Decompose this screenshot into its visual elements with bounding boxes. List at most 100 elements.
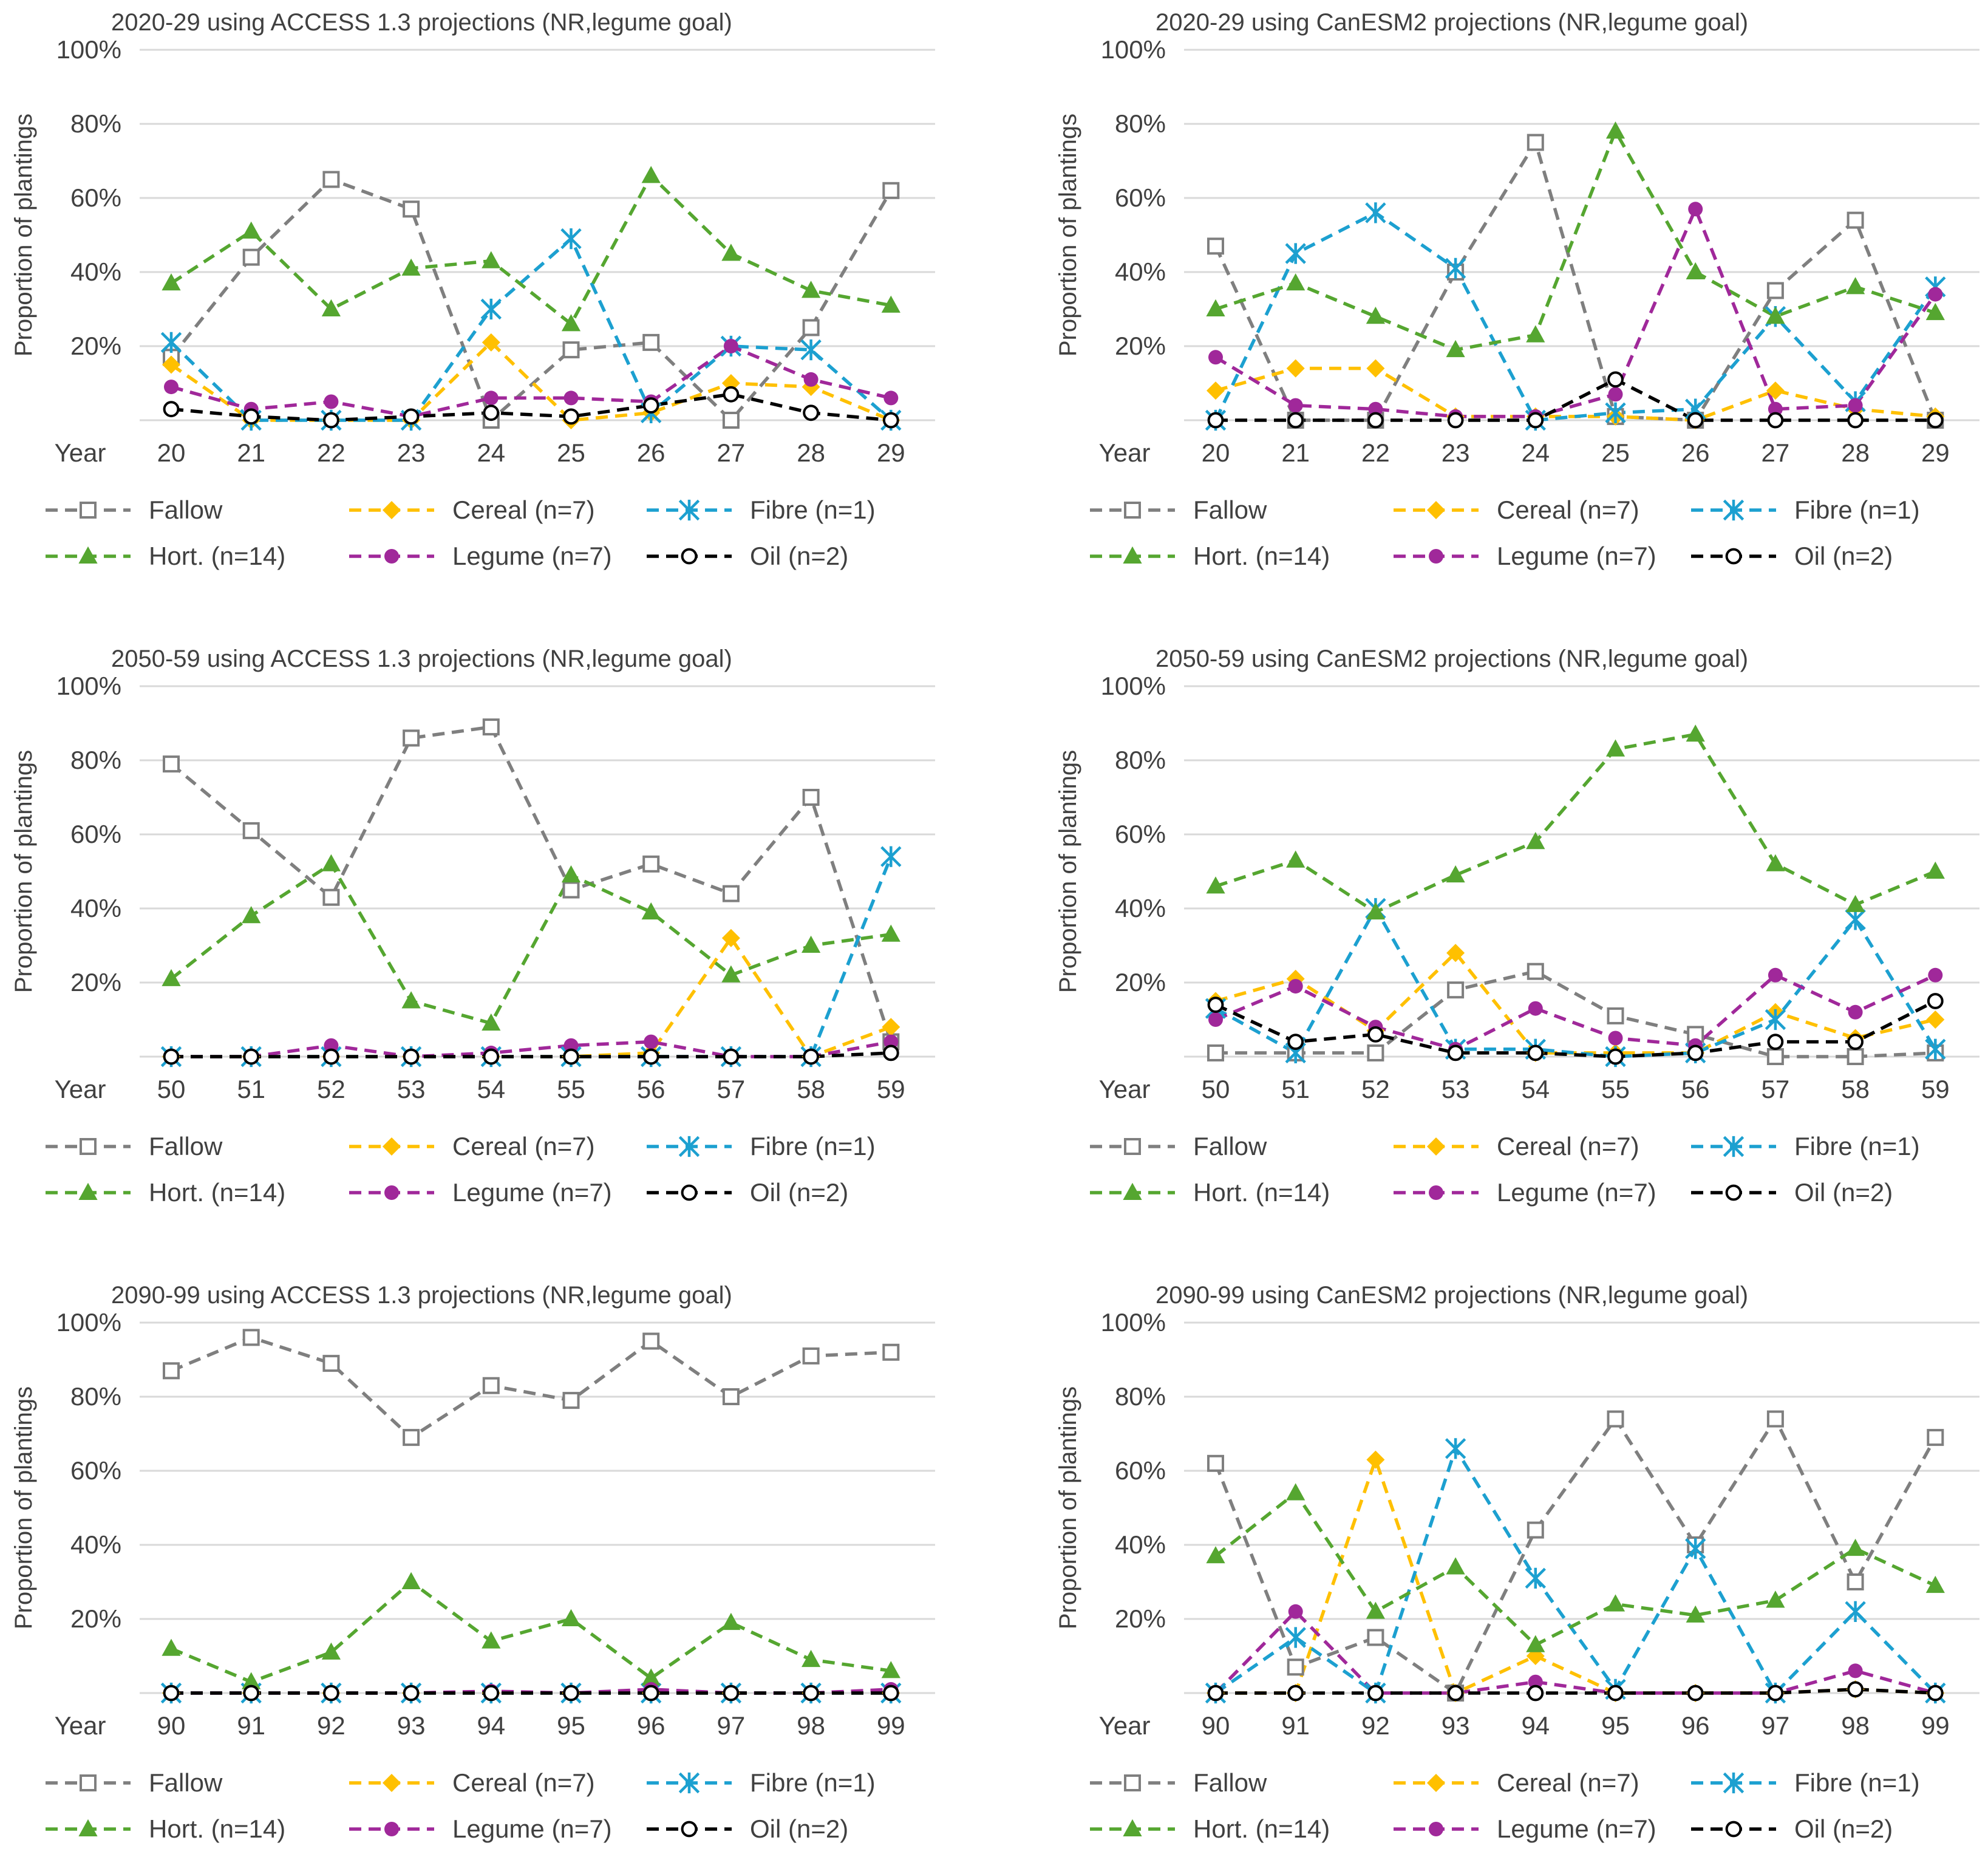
data-point-oil — [403, 1685, 420, 1702]
data-point-legume — [1528, 1674, 1543, 1689]
data-point-legume — [483, 390, 499, 406]
data-point-legume — [883, 390, 899, 406]
legend-marker — [383, 1774, 401, 1792]
legend-label: Fallow — [1193, 1132, 1267, 1160]
data-point-fibre — [1285, 1627, 1306, 1648]
legend-item-fallow: Fallow — [1090, 1132, 1267, 1160]
chart-title: 2090-99 using CanESM2 projections (NR,le… — [1156, 1282, 1748, 1309]
x-axis-label: Year — [1099, 1075, 1151, 1103]
legend-item-oil: Oil (n=2) — [1691, 542, 1893, 570]
data-point-hort — [242, 221, 261, 239]
x-tick-label: 59 — [877, 1075, 905, 1103]
series-line-fallow — [1214, 140, 1937, 422]
data-point-fibre — [160, 332, 182, 353]
y-tick-label: 20% — [70, 1604, 121, 1633]
legend-item-fibre: Fibre (n=1) — [647, 1768, 876, 1797]
data-point-hort — [1286, 273, 1305, 291]
data-point-legume — [1208, 1012, 1223, 1027]
data-point-fallow — [802, 319, 820, 336]
x-tick-label: 51 — [237, 1075, 265, 1103]
x-tick-label: 26 — [637, 438, 666, 467]
data-point-oil — [642, 1048, 659, 1065]
legend-item-hort: Hort. (n=14) — [1090, 1814, 1330, 1843]
legend-item-fallow: Fallow — [1090, 496, 1267, 524]
y-axis-label: Proportion of plantings — [10, 114, 37, 356]
data-point-oil — [1767, 412, 1784, 429]
data-point-oil — [1847, 1034, 1864, 1050]
data-point-oil — [1687, 1044, 1704, 1061]
y-tick-label: 60% — [70, 820, 121, 848]
data-point-hort — [1366, 1601, 1385, 1619]
data-point-cereal — [721, 928, 740, 947]
data-point-oil — [163, 1685, 180, 1702]
x-tick-label: 94 — [1521, 1711, 1550, 1740]
y-tick-label: 20% — [1115, 332, 1166, 360]
x-tick-label: 92 — [1361, 1711, 1390, 1740]
data-point-hort — [482, 1013, 501, 1031]
data-point-oil — [642, 397, 659, 414]
chart-panel-2: 2020-29 using CanESM2 projections (NR,le… — [1055, 9, 1979, 570]
x-tick-label: 27 — [1762, 438, 1790, 467]
data-point-oil — [723, 1685, 740, 1702]
x-tick-label: 94 — [477, 1711, 505, 1740]
data-point-fallow — [482, 1377, 500, 1394]
legend-label: Fallow — [149, 496, 223, 524]
legend-label: Oil (n=2) — [750, 1814, 848, 1843]
legend-marker — [1723, 1136, 1745, 1157]
data-point-oil — [323, 1685, 339, 1702]
data-point-hort — [1366, 307, 1385, 324]
data-point-oil — [563, 1048, 579, 1065]
legend-marker — [681, 1184, 698, 1201]
x-tick-label: 54 — [477, 1075, 505, 1103]
series-line-hort — [170, 862, 891, 1025]
data-point-legume — [324, 394, 339, 409]
x-tick-label: 96 — [1681, 1711, 1710, 1740]
data-point-hort — [802, 281, 821, 298]
x-tick-label: 26 — [1681, 438, 1710, 467]
data-point-fallow — [242, 822, 260, 839]
legend-label: Oil (n=2) — [750, 542, 848, 570]
x-tick-label: 95 — [1601, 1711, 1630, 1740]
data-point-oil — [1287, 412, 1304, 429]
data-point-legume — [883, 1034, 899, 1049]
data-point-hort — [1605, 739, 1625, 757]
y-axis-label: Proportion of plantings — [1055, 750, 1081, 993]
legend-label: Hort. (n=14) — [1193, 1178, 1330, 1207]
series-line-oil — [1216, 378, 1936, 422]
y-tick-label: 100% — [56, 35, 121, 64]
data-point-cereal — [1366, 1450, 1385, 1469]
x-tick-label: 53 — [397, 1075, 426, 1103]
data-point-oil — [403, 408, 420, 425]
data-point-oil — [323, 412, 339, 429]
legend-item-oil: Oil (n=2) — [1691, 1814, 1893, 1843]
legend-marker — [1725, 1821, 1742, 1838]
data-point-oil — [1367, 1026, 1384, 1043]
data-point-oil — [723, 386, 740, 403]
legend-item-cereal: Cereal (n=7) — [1394, 1768, 1639, 1797]
x-tick-label: 98 — [797, 1711, 825, 1740]
data-point-fallow — [1207, 1454, 1224, 1472]
data-point-fibre — [1845, 1601, 1866, 1622]
data-point-fallow — [1527, 134, 1544, 151]
series-line-legume — [1214, 207, 1937, 418]
data-point-hort — [802, 1649, 821, 1668]
data-point-oil — [642, 1685, 659, 1702]
x-axis-label: Year — [55, 1711, 106, 1740]
legend-item-cereal: Cereal (n=7) — [1394, 496, 1639, 524]
y-tick-label: 80% — [70, 1382, 121, 1411]
data-point-cereal — [1366, 359, 1385, 378]
legend-label: Hort. (n=14) — [1193, 542, 1330, 570]
data-point-hort — [1286, 1483, 1305, 1501]
series-line-fibre — [171, 856, 893, 1058]
y-tick-label: 100% — [56, 1308, 121, 1337]
legend-item-cereal: Cereal (n=7) — [349, 496, 595, 524]
data-point-fibre — [1365, 202, 1386, 223]
data-point-cereal — [1207, 381, 1225, 400]
data-point-legume — [1608, 1031, 1623, 1046]
data-point-legume — [164, 380, 179, 395]
legend-item-oil: Oil (n=2) — [647, 1178, 848, 1207]
series-line-fallow — [170, 725, 893, 1043]
data-point-hort — [561, 1609, 581, 1626]
data-point-fibre — [1285, 243, 1306, 264]
chart-title: 2090-99 using ACCESS 1.3 projections (NR… — [111, 1282, 732, 1309]
